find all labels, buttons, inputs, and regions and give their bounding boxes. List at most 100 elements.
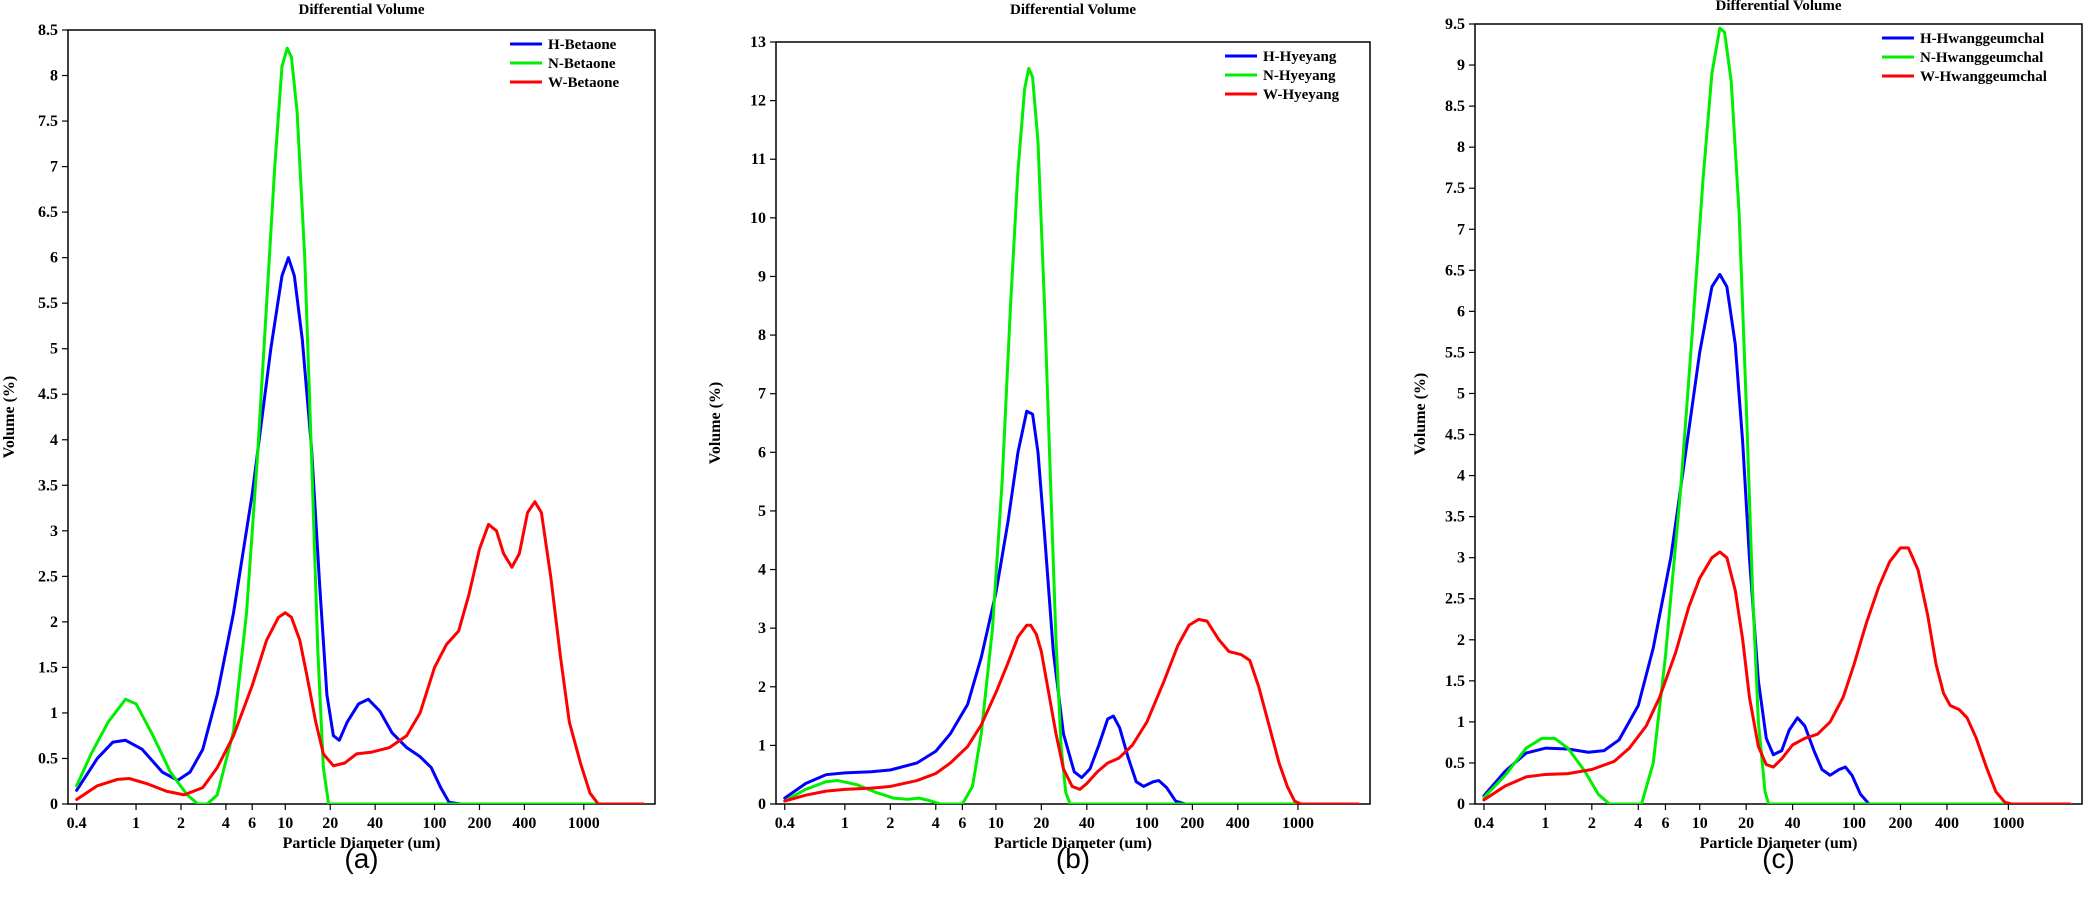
y-tick-label: 8 xyxy=(1457,139,1465,156)
panel-label: (a) xyxy=(344,843,378,874)
y-tick-label: 0 xyxy=(1457,796,1465,813)
x-tick-label: 2 xyxy=(1588,815,1596,832)
legend-label: N-Betaone xyxy=(548,56,616,72)
x-tick-label: 2 xyxy=(886,815,894,832)
x-tick-label: 200 xyxy=(1180,815,1204,832)
y-tick-label: 2 xyxy=(1457,632,1465,649)
x-tick-label: 40 xyxy=(367,815,383,832)
y-tick-label: 7 xyxy=(50,159,58,176)
y-tick-label: 9.5 xyxy=(1445,16,1465,33)
x-tick-label: 200 xyxy=(1888,815,1912,832)
x-axis-label: Particle Diameter (um) xyxy=(1700,835,1858,852)
y-axis-label: Volume (%) xyxy=(707,382,724,465)
series-line-h-hyeyang xyxy=(783,409,1360,804)
x-axis-label: Particle Diameter (um) xyxy=(283,835,441,852)
x-tick-label: 10 xyxy=(1692,815,1708,832)
x-tick-label: 20 xyxy=(322,815,338,832)
x-tick-label: 0.4 xyxy=(1474,815,1494,832)
chart-title: Differential Volume xyxy=(1716,0,1842,14)
legend-label: W-Hwanggeumchal xyxy=(1920,69,2047,85)
legend-label: H-Hwanggeumchal xyxy=(1920,31,2044,47)
plot-frame xyxy=(1474,23,2083,805)
x-tick-label: 20 xyxy=(1033,815,1049,832)
x-tick-label: 0.4 xyxy=(775,815,795,832)
series-line-h-betaone xyxy=(75,256,645,804)
y-tick-label: 3.5 xyxy=(1445,509,1465,526)
y-tick-label: 2.5 xyxy=(38,568,58,585)
y-tick-label: 7 xyxy=(1457,221,1465,238)
y-tick-label: 8.5 xyxy=(38,22,58,39)
y-tick-label: 0.5 xyxy=(1445,755,1465,772)
x-tick-label: 400 xyxy=(1226,815,1250,832)
x-tick-label: 1000 xyxy=(1282,815,1314,832)
y-tick-label: 3.5 xyxy=(38,477,58,494)
x-tick-label: 100 xyxy=(423,815,447,832)
y-tick-label: 5 xyxy=(1457,385,1465,402)
y-tick-label: 6 xyxy=(758,444,766,461)
series-line-n-betaone xyxy=(75,46,645,804)
y-tick-label: 1 xyxy=(50,705,58,722)
x-tick-label: 2 xyxy=(177,815,185,832)
chart-panel-2: Differential Volume0123456789101112130.4… xyxy=(707,2,1371,874)
y-tick-label: 1 xyxy=(1457,714,1465,731)
x-tick-label: 400 xyxy=(512,815,536,832)
y-tick-label: 5 xyxy=(758,503,766,520)
y-axis-label: Volume (%) xyxy=(1412,373,1429,456)
x-tick-label: 1 xyxy=(841,815,849,832)
y-tick-label: 13 xyxy=(750,34,766,51)
x-tick-label: 4 xyxy=(222,815,230,832)
y-tick-label: 6.5 xyxy=(1445,262,1465,279)
series-line-n-hwanggeumchal xyxy=(1482,26,2072,804)
y-tick-label: 4 xyxy=(1457,468,1465,485)
legend: H-Hwanggeumchal N-Hwanggeumchal W-Hwanggeu… xyxy=(1882,31,2047,85)
y-tick-label: 6 xyxy=(50,250,58,267)
y-axis-label: Volume (%) xyxy=(1,376,18,459)
x-tick-label: 100 xyxy=(1135,815,1159,832)
x-tick-label: 1 xyxy=(132,815,140,832)
y-tick-label: 3 xyxy=(758,620,766,637)
legend-label: N-Hwanggeumchal xyxy=(1920,50,2043,66)
y-tick-label: 1 xyxy=(758,737,766,754)
y-tick-label: 9 xyxy=(758,268,766,285)
x-tick-label: 100 xyxy=(1842,815,1866,832)
panel-label: (c) xyxy=(1762,843,1795,874)
y-tick-label: 4 xyxy=(758,562,766,579)
legend-label: N-Hyeyang xyxy=(1263,68,1336,84)
y-tick-label: 7 xyxy=(758,386,766,403)
y-tick-label: 6 xyxy=(1457,303,1465,320)
panel-label: (b) xyxy=(1056,843,1090,874)
chart-panel-1: Differential Volume 0 0.5 1 1.5 2 2.5 3 3.5 4 4.5 5… xyxy=(1,2,656,874)
x-tick-label: 1000 xyxy=(1992,815,2024,832)
chart-title: Differential Volume xyxy=(1010,2,1136,18)
y-tick-label: 5 xyxy=(50,341,58,358)
series-line-h-hwanggeumchal xyxy=(1482,272,2072,804)
y-tick-label: 2 xyxy=(50,614,58,631)
chart-title: Differential Volume xyxy=(299,2,425,18)
y-tick-label: 10 xyxy=(750,210,766,227)
series-line-n-hyeyang xyxy=(783,66,1360,804)
legend-label: H-Hyeyang xyxy=(1263,49,1337,65)
x-tick-label: 400 xyxy=(1935,815,1959,832)
x-tick-label: 4 xyxy=(932,815,940,832)
x-tick-label: 1000 xyxy=(568,815,600,832)
x-tick-label: 200 xyxy=(467,815,491,832)
y-tick-label: 11 xyxy=(751,151,766,168)
chart-panel-3: Differential Volume 0 0.5 1 1.5 2 2.5 3 3.5 4 4.5 5… xyxy=(1412,0,2083,874)
x-tick-label: 20 xyxy=(1738,815,1754,832)
y-tick-label: 5.5 xyxy=(38,295,58,312)
x-tick-label: 6 xyxy=(248,815,256,832)
series-line-w-hwanggeumchal xyxy=(1482,546,2072,804)
y-tick-label: 4.5 xyxy=(1445,427,1465,444)
x-axis-label: Particle Diameter (um) xyxy=(994,835,1152,852)
y-tick-label: 0 xyxy=(758,796,766,813)
y-tick-label: 0 xyxy=(50,796,58,813)
legend-label: W-Betaone xyxy=(548,75,619,91)
x-tick-label: 40 xyxy=(1785,815,1801,832)
y-tick-label: 7.5 xyxy=(1445,180,1465,197)
plot-frame xyxy=(67,29,656,805)
series-line-w-hyeyang xyxy=(783,617,1360,804)
y-tick-label: 4 xyxy=(50,432,58,449)
legend: H-Hyeyang N-Hyeyang W-Hyeyang xyxy=(1225,49,1340,103)
y-tick-label: 2 xyxy=(758,679,766,696)
